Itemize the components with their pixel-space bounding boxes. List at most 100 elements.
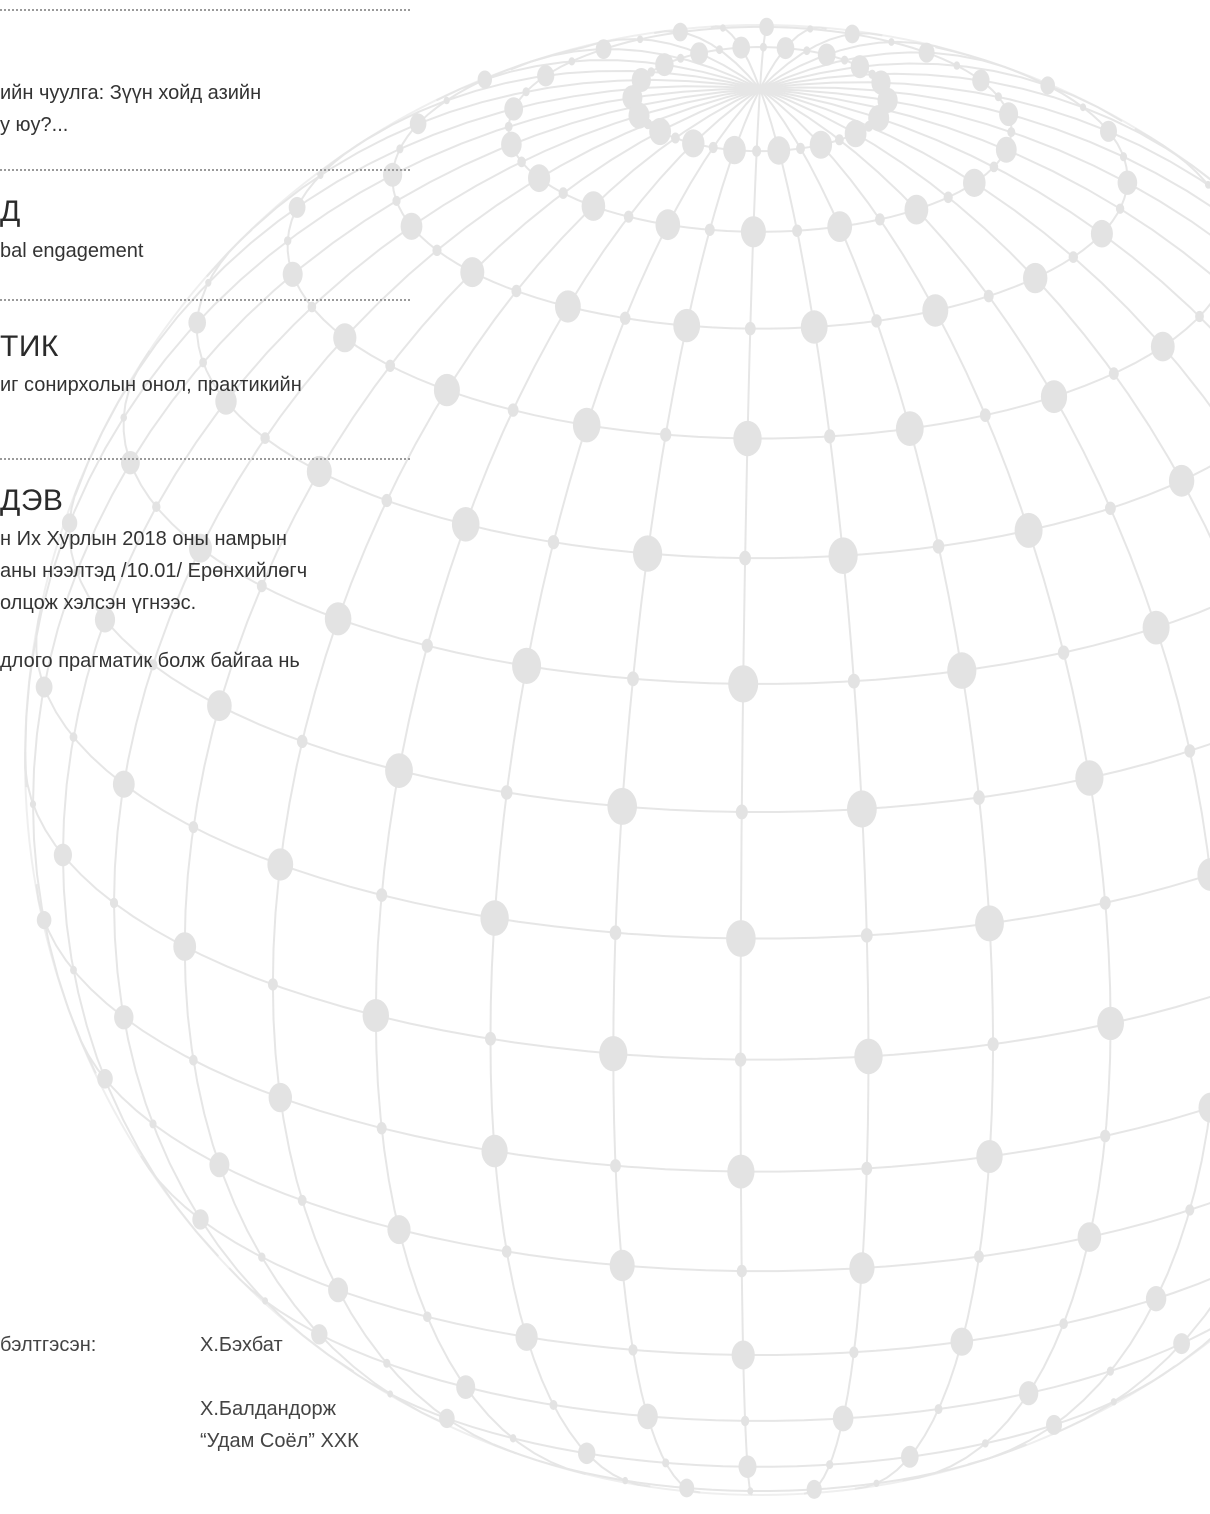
globe-node-dot bbox=[1007, 127, 1016, 138]
globe-node-dot bbox=[950, 1327, 974, 1356]
globe-node-dot bbox=[610, 1159, 621, 1173]
globe-grid-line bbox=[654, 30, 761, 90]
globe-grid-line bbox=[759, 87, 1210, 1396]
globe-node-dot bbox=[258, 1252, 266, 1262]
globe-node-dot bbox=[739, 550, 751, 566]
globe-node-dot bbox=[1142, 610, 1170, 645]
globe-node-dot bbox=[595, 39, 612, 59]
globe-node-dot bbox=[1185, 1204, 1195, 1216]
globe-node-dot bbox=[522, 87, 530, 97]
globe-grid-line bbox=[61, 87, 761, 1257]
globe-node-dot bbox=[515, 1323, 538, 1351]
globe-node-dot bbox=[501, 131, 522, 158]
globe-node-dot bbox=[947, 652, 977, 689]
globe-node-dot bbox=[423, 1311, 432, 1323]
globe-node-dot bbox=[844, 24, 860, 44]
globe-grid-line bbox=[510, 48, 761, 90]
globe-node-dot bbox=[306, 455, 332, 488]
section-3-line-1: иг сонирхолын онол, практикийн bbox=[0, 374, 302, 396]
globe-node-dot bbox=[267, 848, 294, 881]
globe-node-dot bbox=[953, 61, 961, 70]
globe-node-dot bbox=[1090, 219, 1113, 248]
globe-node-dot bbox=[726, 920, 756, 957]
globe-node-dot bbox=[1097, 1006, 1124, 1041]
globe-node-dot bbox=[861, 1161, 873, 1176]
globe-node-dot bbox=[979, 408, 991, 423]
globe-node-dot bbox=[987, 1037, 999, 1052]
section-1-line-2: у юу?... bbox=[0, 114, 69, 136]
globe-node-dot bbox=[53, 843, 72, 867]
globe-node-dot bbox=[581, 191, 606, 221]
globe-node-dot bbox=[112, 770, 135, 798]
globe-node-dot bbox=[387, 1215, 411, 1245]
globe-node-dot bbox=[262, 1297, 268, 1305]
globe-node-dot bbox=[409, 113, 427, 135]
globe-node-dot bbox=[868, 69, 876, 80]
globe-node-dot bbox=[832, 1405, 854, 1432]
globe-node-dot bbox=[828, 537, 858, 574]
globe-node-dot bbox=[97, 1069, 113, 1089]
globe-node-dot bbox=[871, 314, 882, 328]
globe-node-dot bbox=[740, 216, 766, 248]
globe-node-dot bbox=[904, 194, 929, 225]
globe-node-dot bbox=[94, 607, 116, 633]
globe-grid-line bbox=[584, 38, 761, 90]
globe-node-dot bbox=[776, 37, 795, 60]
globe-node-dot bbox=[1205, 180, 1210, 189]
globe-node-dot bbox=[847, 790, 877, 828]
globe-node-dot bbox=[609, 925, 622, 940]
globe-node-dot bbox=[507, 403, 519, 417]
globe-grid-line bbox=[140, 1155, 1210, 1356]
globe-grid-line bbox=[271, 88, 761, 1455]
globe-node-dot bbox=[690, 42, 708, 65]
globe-node-dot bbox=[704, 223, 715, 236]
globe-node-dot bbox=[311, 1324, 328, 1345]
globe-node-dot bbox=[517, 156, 526, 168]
section-4-line-3: олцож хэлсэн үгнээс. bbox=[0, 592, 197, 614]
globe-node-dot bbox=[73, 567, 81, 577]
globe-node-dot bbox=[481, 1134, 508, 1168]
globe-node-dot bbox=[662, 1458, 670, 1468]
globe-node-dot bbox=[282, 261, 303, 287]
globe-node-dot bbox=[1150, 331, 1175, 362]
globe-grid-line bbox=[74, 85, 761, 497]
globe-node-dot bbox=[826, 1460, 834, 1470]
globe-grid-line bbox=[759, 87, 1210, 1432]
globe-node-dot bbox=[633, 535, 663, 572]
globe-node-dot bbox=[1100, 1129, 1111, 1143]
globe-node-dot bbox=[149, 1119, 157, 1129]
globe-node-dot bbox=[731, 1340, 755, 1370]
globe-node-dot bbox=[888, 38, 895, 46]
globe-node-dot bbox=[392, 195, 401, 206]
globe-node-dot bbox=[922, 294, 949, 327]
globe-node-dot bbox=[69, 732, 78, 742]
globe-node-dot bbox=[807, 25, 814, 33]
globe-node-dot bbox=[963, 168, 986, 197]
globe-node-dot bbox=[901, 1445, 919, 1468]
globe-node-dot bbox=[682, 129, 705, 158]
globe-node-dot bbox=[649, 117, 671, 146]
globe-node-dot bbox=[734, 1052, 747, 1067]
globe-node-dot bbox=[1119, 152, 1128, 162]
globe-node-dot bbox=[376, 888, 388, 902]
globe-node-dot bbox=[628, 1344, 638, 1356]
globe-node-dot bbox=[284, 236, 292, 246]
globe-node-dot bbox=[61, 513, 78, 533]
dotted-divider bbox=[0, 299, 410, 301]
globe-node-dot bbox=[796, 142, 805, 155]
globe-node-dot bbox=[847, 673, 860, 689]
globe-node-dot bbox=[207, 690, 232, 722]
globe-grid-line bbox=[759, 62, 1123, 122]
globe-node-dot bbox=[288, 196, 306, 218]
globe-grid-line bbox=[24, 87, 761, 788]
globe-node-dot bbox=[1040, 76, 1055, 95]
globe-node-dot bbox=[1068, 251, 1079, 263]
globe-node-dot bbox=[1105, 501, 1116, 515]
section-4-line-1: н Их Хурлын 2018 оны намрын bbox=[0, 528, 287, 550]
globe-node-dot bbox=[738, 1455, 757, 1478]
globe-node-dot bbox=[943, 191, 953, 204]
section-2-heading: Д bbox=[0, 195, 21, 228]
author-name-2: Х.Балдандорж bbox=[200, 1398, 336, 1420]
globe-node-dot bbox=[1077, 1222, 1102, 1252]
